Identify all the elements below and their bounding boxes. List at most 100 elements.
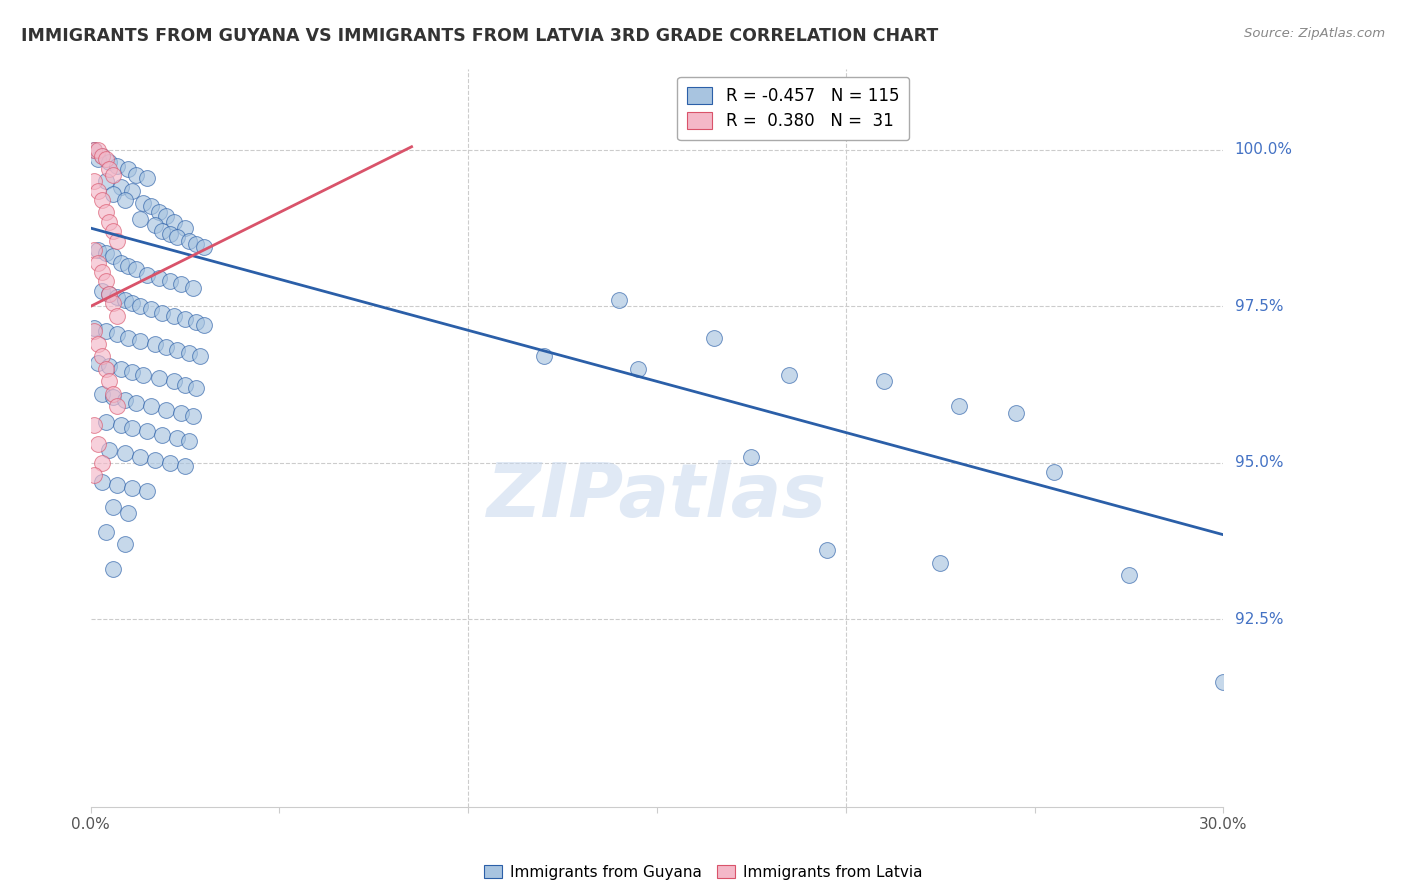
Point — [103, 186, 125, 201]
Point — [83, 174, 105, 188]
Point — [91, 284, 114, 298]
Point — [105, 159, 128, 173]
Point — [163, 375, 186, 389]
Point — [150, 305, 173, 319]
Point — [177, 234, 200, 248]
Legend: Immigrants from Guyana, Immigrants from Latvia: Immigrants from Guyana, Immigrants from … — [479, 860, 927, 884]
Text: 92.5%: 92.5% — [1234, 612, 1284, 627]
Point — [740, 450, 762, 464]
Point — [177, 346, 200, 360]
Point — [128, 334, 150, 348]
Point — [103, 224, 125, 238]
Point — [174, 311, 197, 326]
Point — [98, 215, 121, 229]
Point — [155, 209, 177, 223]
Point — [105, 477, 128, 491]
Point — [94, 362, 117, 376]
Point — [83, 243, 105, 257]
Point — [94, 205, 117, 219]
Point — [94, 324, 117, 338]
Point — [105, 234, 128, 248]
Point — [94, 174, 117, 188]
Point — [103, 387, 125, 401]
Point — [1004, 406, 1026, 420]
Point — [110, 180, 132, 194]
Point — [139, 199, 162, 213]
Point — [105, 400, 128, 414]
Point — [166, 431, 188, 445]
Point — [87, 437, 110, 451]
Point — [125, 261, 148, 276]
Point — [143, 452, 166, 467]
Point — [193, 240, 215, 254]
Point — [98, 161, 121, 176]
Point — [121, 365, 143, 379]
Point — [1042, 465, 1064, 479]
Point — [98, 375, 121, 389]
Text: ZIPatlas: ZIPatlas — [486, 460, 827, 533]
Point — [121, 184, 143, 198]
Point — [132, 368, 155, 383]
Point — [114, 446, 136, 460]
Point — [188, 350, 211, 364]
Point — [159, 456, 181, 470]
Point — [83, 143, 105, 157]
Point — [170, 277, 193, 292]
Text: Source: ZipAtlas.com: Source: ZipAtlas.com — [1244, 27, 1385, 40]
Point — [125, 168, 148, 182]
Point — [128, 211, 150, 226]
Point — [91, 387, 114, 401]
Point — [98, 443, 121, 458]
Point — [94, 524, 117, 539]
Point — [143, 218, 166, 232]
Point — [155, 340, 177, 354]
Point — [98, 286, 121, 301]
Point — [98, 155, 121, 169]
Point — [83, 418, 105, 433]
Point — [87, 255, 110, 269]
Point — [136, 483, 159, 498]
Point — [94, 153, 117, 167]
Point — [148, 205, 170, 219]
Point — [110, 418, 132, 433]
Point — [110, 255, 132, 269]
Text: 100.0%: 100.0% — [1234, 143, 1292, 157]
Point — [166, 230, 188, 244]
Point — [155, 402, 177, 417]
Point — [174, 377, 197, 392]
Point — [132, 196, 155, 211]
Point — [91, 193, 114, 207]
Point — [193, 318, 215, 332]
Point — [136, 171, 159, 186]
Point — [136, 425, 159, 439]
Point — [778, 368, 800, 383]
Point — [91, 456, 114, 470]
Point — [148, 371, 170, 385]
Point — [117, 330, 139, 344]
Point — [181, 280, 204, 294]
Point — [98, 359, 121, 373]
Point — [607, 293, 630, 307]
Point — [94, 415, 117, 429]
Point — [815, 543, 838, 558]
Point — [128, 450, 150, 464]
Point — [103, 562, 125, 576]
Point — [174, 221, 197, 235]
Point — [87, 143, 110, 157]
Point — [103, 500, 125, 514]
Point — [114, 193, 136, 207]
Point — [87, 337, 110, 351]
Point — [87, 184, 110, 198]
Point — [159, 227, 181, 242]
Point — [83, 468, 105, 483]
Point — [177, 434, 200, 448]
Point — [533, 350, 555, 364]
Text: 97.5%: 97.5% — [1234, 299, 1284, 314]
Point — [186, 236, 208, 251]
Point — [163, 309, 186, 323]
Point — [91, 149, 114, 163]
Point — [139, 302, 162, 317]
Point — [150, 224, 173, 238]
Point — [703, 330, 725, 344]
Point — [98, 286, 121, 301]
